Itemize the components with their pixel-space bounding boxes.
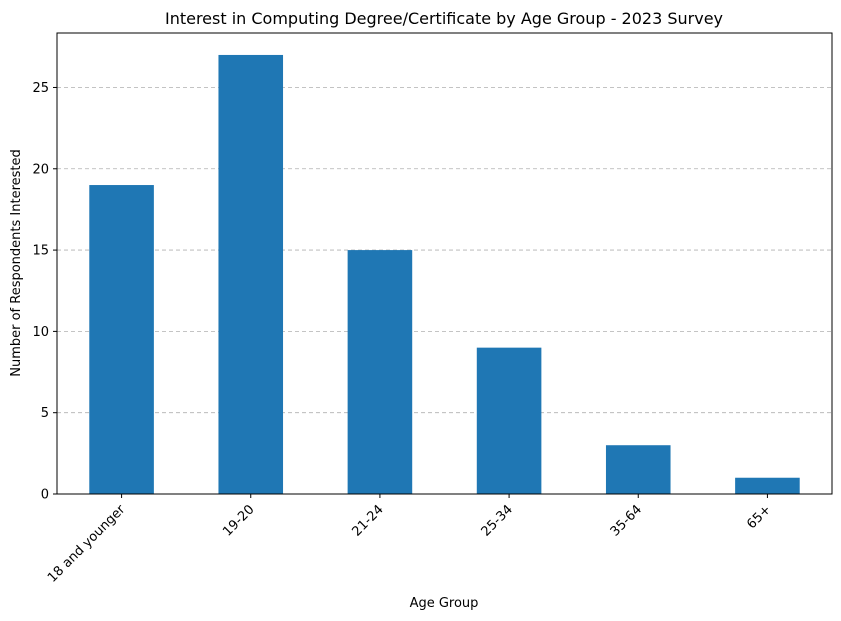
y-tick-label: 10 (32, 325, 49, 340)
y-axis-ticks: 0 5 10 15 20 25 (32, 81, 57, 503)
bar-4 (605, 445, 671, 494)
bar-0 (89, 185, 154, 494)
y-tick-label: 5 (41, 406, 49, 421)
bar-1 (218, 54, 284, 494)
y-tick-label: 15 (32, 244, 49, 259)
bars (89, 54, 800, 494)
bar-3 (476, 347, 542, 494)
x-tick-label: 21-24 (349, 502, 386, 539)
x-axis-ticks: 18 and younger 19-20 21-24 25-34 35-64 65+ (45, 494, 774, 586)
x-tick-label: 19-20 (220, 502, 257, 539)
chart-title: Interest in Computing Degree/Certificate… (165, 9, 723, 28)
grid-lines (57, 87, 832, 414)
x-tick-label: 18 and younger (45, 502, 129, 586)
x-tick-label: 35-64 (608, 502, 645, 539)
bar-5 (735, 477, 800, 494)
x-tick-label: 25-34 (479, 502, 516, 539)
y-tick-label: 20 (32, 162, 49, 177)
plot-frame (56, 32, 833, 495)
x-tick-label: 65+ (744, 502, 774, 532)
x-axis-label: Age Group (410, 596, 479, 611)
bar-2 (347, 250, 413, 494)
y-tick-label: 25 (32, 81, 49, 96)
y-axis-label: Number of Respondents Interested (9, 149, 24, 377)
y-tick-label: 0 (41, 488, 49, 503)
